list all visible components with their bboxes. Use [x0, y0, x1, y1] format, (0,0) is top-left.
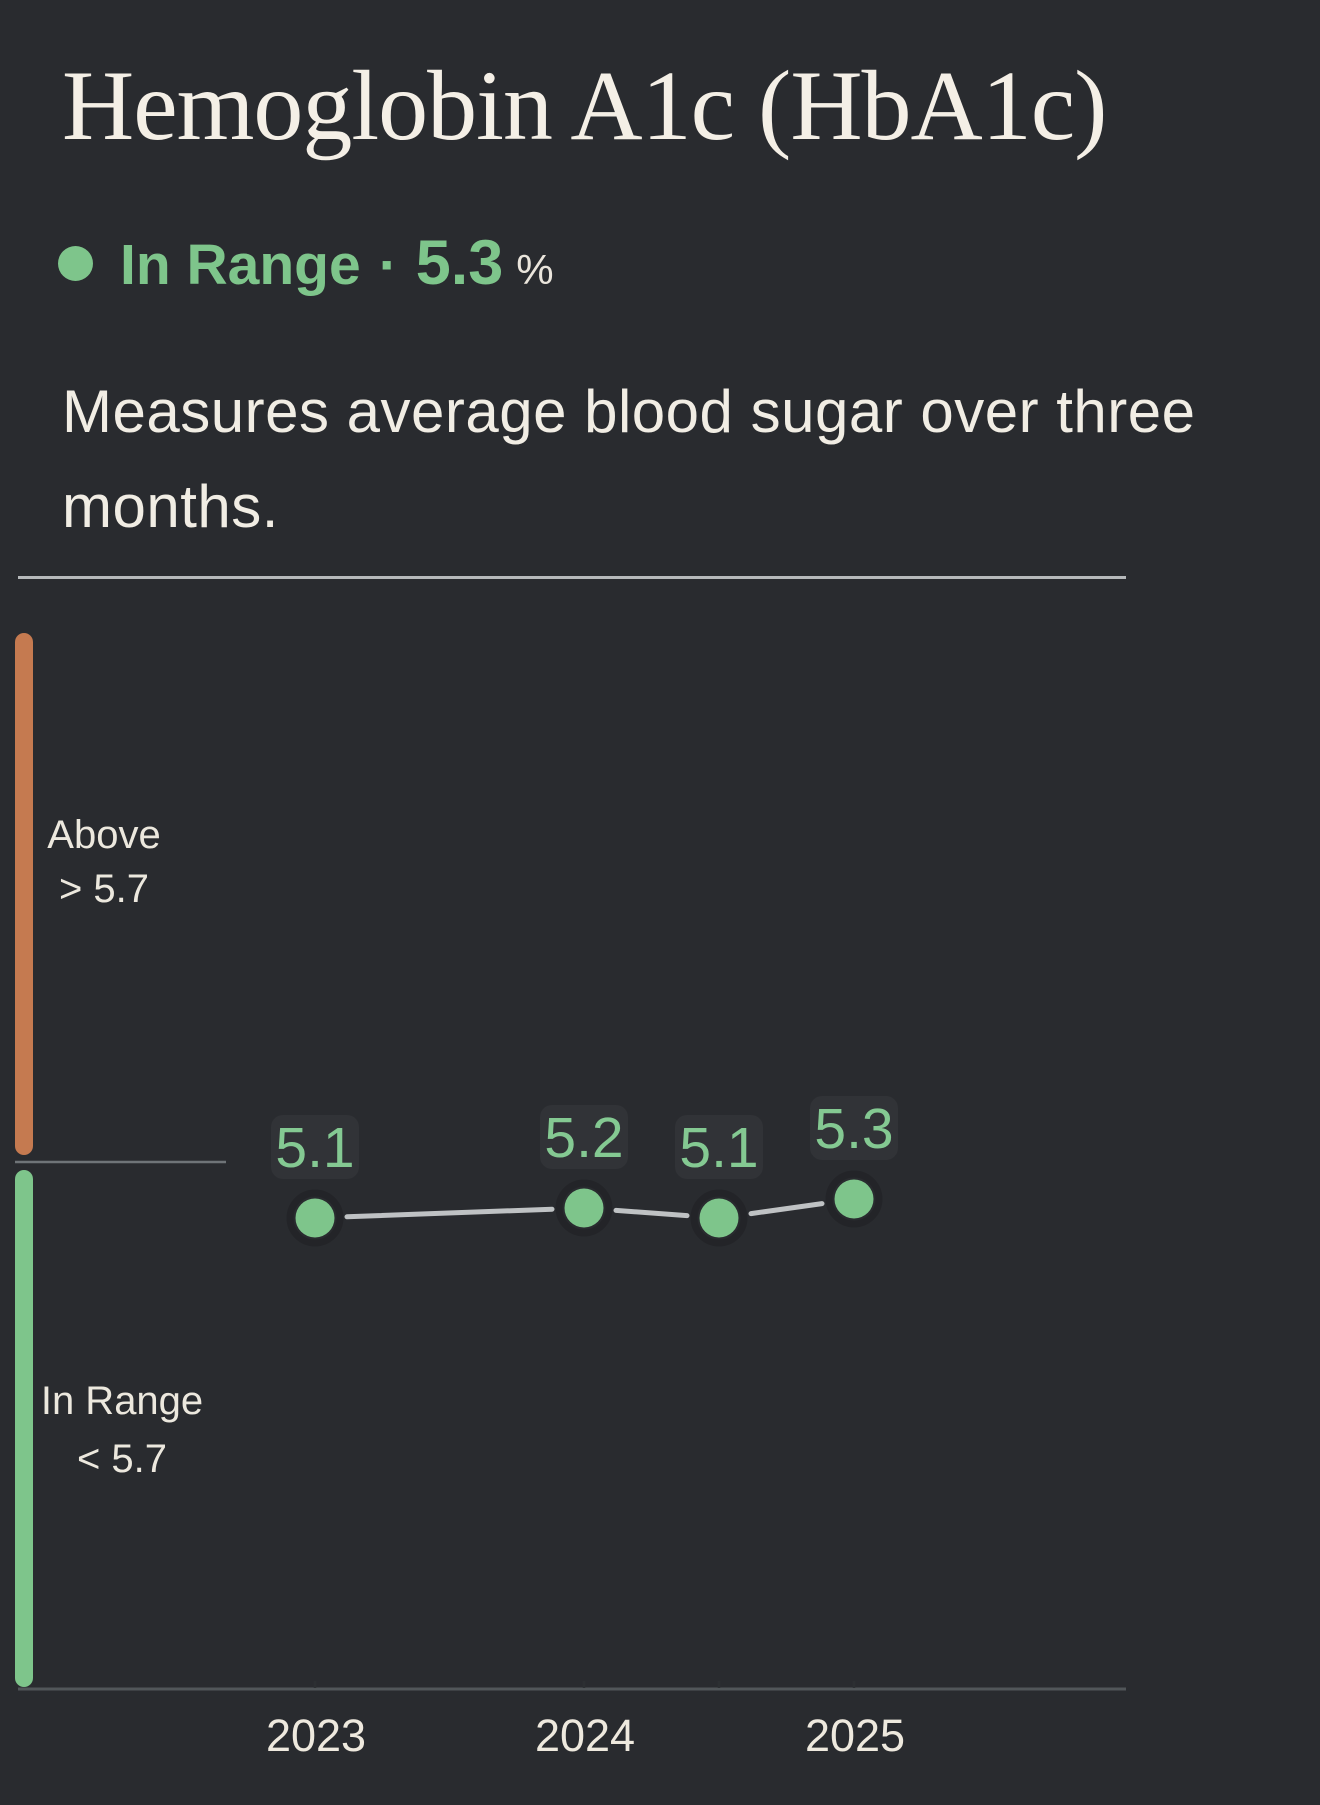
- x-tick-label-2024: 2024: [535, 1710, 635, 1761]
- x-tick-label-2023: 2023: [266, 1710, 366, 1761]
- connector-segment-2: [613, 1207, 690, 1219]
- data-point-2024[interactable]: 5.2: [544, 1106, 624, 1237]
- page-title: Hemoglobin A1c (HbA1c): [62, 50, 1107, 161]
- in-range-zone-condition: < 5.7: [77, 1437, 167, 1481]
- description-line-2: months.: [62, 473, 279, 540]
- connector-segment-1: [344, 1206, 555, 1220]
- data-point-halo: [825, 1170, 883, 1228]
- data-point-halo: [690, 1189, 748, 1247]
- point-label-plate-4: [810, 1096, 898, 1160]
- point-label-plate-1: [271, 1115, 359, 1179]
- in-range-zone-label: In Range: [41, 1379, 203, 1423]
- data-point-2025[interactable]: 5.3: [814, 1097, 894, 1228]
- section-divider: [18, 576, 1126, 579]
- point-label-plate-3: [675, 1115, 763, 1179]
- data-point-2023[interactable]: 5.1: [275, 1116, 355, 1247]
- description-line-1: Measures average blood sugar over three: [62, 378, 1196, 445]
- data-point-marker[interactable]: [564, 1188, 604, 1228]
- data-point-halo: [555, 1179, 613, 1237]
- point-value-label: 5.1: [679, 1116, 758, 1180]
- point-value-label: 5.3: [814, 1097, 893, 1161]
- in-range-dot-icon: [58, 246, 93, 281]
- data-point-marker[interactable]: [834, 1179, 874, 1219]
- metric-description: Measures average blood sugar over three …: [62, 364, 1195, 554]
- point-value-label: 5.1: [275, 1116, 354, 1180]
- status-label: In Range: [120, 233, 361, 297]
- point-value-label: 5.2: [544, 1106, 623, 1170]
- above-zone-label: Above: [47, 813, 160, 857]
- legend-separator: ·: [378, 233, 398, 297]
- in-range-zone-bar: [15, 1170, 33, 1687]
- data-point-mid-2024[interactable]: 5.1: [679, 1116, 759, 1247]
- above-zone-bar: [15, 633, 33, 1155]
- data-point-marker[interactable]: [699, 1198, 739, 1238]
- x-tick-label-2025: 2025: [805, 1710, 905, 1761]
- data-point-marker[interactable]: [295, 1198, 335, 1238]
- status-value: 5.3: [415, 228, 504, 298]
- point-label-plate-2: [540, 1105, 628, 1169]
- status-unit: %: [516, 246, 554, 293]
- above-zone-condition: > 5.7: [59, 867, 149, 911]
- connector-segment-3: [748, 1201, 825, 1217]
- data-point-halo: [286, 1189, 344, 1247]
- status-legend: In Range · 5.3 %: [58, 232, 554, 295]
